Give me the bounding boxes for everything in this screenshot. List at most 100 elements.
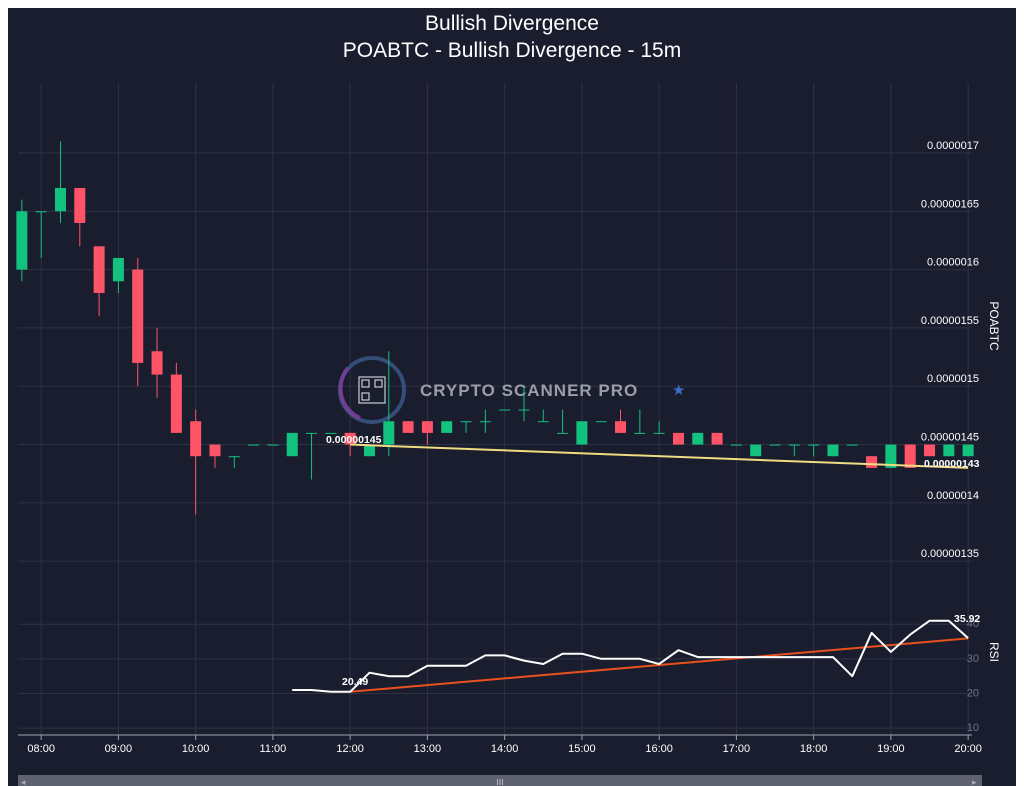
candle-body	[170, 374, 182, 433]
candle-body	[943, 444, 955, 457]
qr-code-corner-icon	[361, 392, 370, 401]
candle-body	[557, 432, 569, 434]
candle-body	[54, 187, 66, 212]
x-tick-label: 20:00	[954, 743, 982, 755]
candle-body	[576, 421, 588, 445]
candle-body	[441, 421, 453, 433]
rsi-line	[292, 619, 969, 693]
candle-body	[286, 432, 298, 457]
candle-body	[306, 432, 318, 434]
candle-body	[634, 432, 646, 434]
watermark: CRYPTO SCANNER PRO ★	[338, 356, 685, 424]
candle-body	[402, 421, 414, 433]
candle-body	[846, 444, 858, 446]
star-icon: ★	[672, 381, 685, 399]
qr-code-corner-icon	[361, 379, 370, 388]
candle-body	[460, 421, 472, 423]
rsi-tick-label: 30	[967, 653, 979, 665]
x-tick-label: 13:00	[414, 743, 442, 755]
chart-panel: Bullish Divergence POABTC - Bullish Dive…	[8, 8, 1016, 786]
price-tick-label: 0.00000155	[921, 315, 979, 327]
candle-body	[93, 246, 105, 293]
rsi-start-label: 20.49	[342, 676, 368, 688]
candle-body	[924, 444, 936, 457]
price-start-label: 0.00000145	[326, 434, 382, 446]
candle-body	[35, 211, 47, 213]
candle-body	[248, 444, 260, 446]
candle-body	[344, 432, 356, 445]
rsi-axis-title: RSI	[987, 642, 1001, 662]
x-tick-label: 19:00	[877, 743, 905, 755]
candle-body	[421, 421, 433, 433]
candle-body	[808, 444, 820, 446]
candle-body	[499, 409, 511, 411]
qr-code-icon	[358, 376, 386, 404]
candle-body	[692, 432, 704, 445]
price-tick-label: 0.00000165	[921, 198, 979, 210]
price-tick-label: 0.00000145	[921, 432, 979, 444]
candle-body	[788, 444, 800, 446]
candle-body	[112, 257, 124, 282]
candle-body	[16, 211, 28, 270]
candle-body	[615, 421, 627, 433]
qr-code-corner-icon	[374, 379, 383, 388]
scrollbar-grip[interactable]: III	[496, 778, 503, 786]
candle-body	[228, 456, 240, 458]
candle-body	[267, 444, 279, 446]
candle-body	[672, 432, 684, 445]
price-end-label: 0.00000143	[924, 458, 980, 470]
rsi-tick-label: 40	[967, 618, 979, 630]
candle-body	[363, 444, 375, 457]
watermark-text: CRYPTO SCANNER PRO	[420, 381, 638, 400]
axis-ticks: 08:00 09:00 10:00 11:00 12:00 13:00 14:00 15:00…	[27, 140, 981, 755]
candle-body	[750, 444, 762, 457]
candle-body	[325, 432, 337, 434]
price-tick-label: 0.0000017	[927, 140, 979, 152]
chart-subtitle: POABTC - Bullish Divergence - 15m	[343, 39, 681, 62]
x-tick-label: 10:00	[182, 743, 210, 755]
price-axis-title: POABTC	[987, 301, 1001, 351]
candle-body	[866, 456, 878, 468]
watermark-logo-arc	[338, 366, 361, 420]
candle-body	[595, 421, 607, 423]
scrollbar[interactable]: ◂ III ▸	[18, 775, 982, 786]
x-tick-label: 08:00	[27, 743, 55, 755]
price-trend-line	[350, 443, 969, 469]
chart-title: Bullish Divergence	[425, 12, 599, 35]
x-tick-label: 11:00	[260, 743, 287, 755]
candle-body	[132, 269, 144, 363]
candle-body	[383, 421, 395, 445]
rsi-end-label: 35.92	[954, 613, 980, 625]
candle-body	[479, 421, 491, 423]
grid	[18, 83, 972, 736]
x-tick-label: 15:00	[568, 743, 596, 755]
price-tick-label: 0.0000015	[927, 373, 979, 385]
candle-body	[209, 444, 221, 457]
candle-body	[885, 444, 897, 468]
candle-body	[653, 432, 665, 434]
candle-body	[518, 409, 530, 411]
x-tick-label: 09:00	[105, 743, 133, 755]
candle-body	[151, 351, 163, 375]
candle-body	[537, 421, 549, 423]
candle-body	[711, 432, 723, 445]
rsi-series	[292, 619, 969, 693]
candle-body	[962, 444, 974, 457]
candle-body	[769, 444, 781, 446]
scrollbar-track[interactable]	[18, 775, 982, 786]
candle-body	[904, 444, 916, 468]
candle-body	[827, 444, 839, 457]
scroll-right-arrow-icon[interactable]: ▸	[972, 778, 977, 786]
candle-body	[190, 421, 202, 457]
rsi-tick-label: 10	[967, 722, 979, 734]
x-tick-label: 12:00	[336, 743, 364, 755]
x-tick-label: 17:00	[723, 743, 751, 755]
x-tick-label: 16:00	[645, 743, 673, 755]
price-tick-label: 0.00000135	[921, 548, 979, 560]
candles	[16, 141, 974, 515]
bullish-divergence-chart: Bullish Divergence POABTC - Bullish Dive…	[16, 12, 1001, 786]
price-tick-label: 0.0000014	[927, 490, 979, 502]
candle-body	[730, 444, 742, 446]
candle-body	[74, 187, 86, 223]
scroll-left-arrow-icon[interactable]: ◂	[21, 778, 26, 786]
